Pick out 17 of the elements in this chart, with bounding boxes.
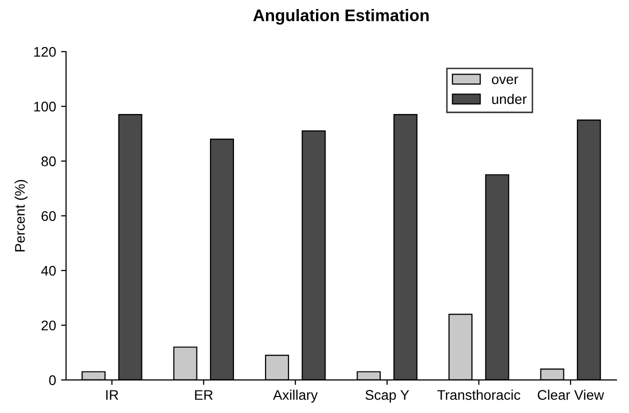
x-tick-label: Axillary xyxy=(273,390,318,403)
x-tick-label: ER xyxy=(195,390,213,400)
y-tick-label: 20 xyxy=(42,320,56,330)
y-axis-title: Percent (%) xyxy=(14,180,28,252)
y-tick-label: 60 xyxy=(42,211,56,221)
y-tick-label: 100 xyxy=(34,102,56,112)
y-tick-label: 120 xyxy=(34,46,56,57)
chart-title: Angulation Estimation xyxy=(253,8,429,25)
y-tick-label: 80 xyxy=(41,156,56,166)
x-tick-label: Transthoracic xyxy=(437,390,520,400)
y-tick-label: 40 xyxy=(41,266,56,276)
y-tick-label: 0 xyxy=(49,375,56,386)
x-tick-label: Clear View xyxy=(538,390,604,400)
legend-label: under xyxy=(492,94,527,104)
x-tick-label: Scap Y xyxy=(365,390,410,403)
legend-label: over xyxy=(492,76,518,84)
x-tick-label: IR xyxy=(106,390,118,400)
